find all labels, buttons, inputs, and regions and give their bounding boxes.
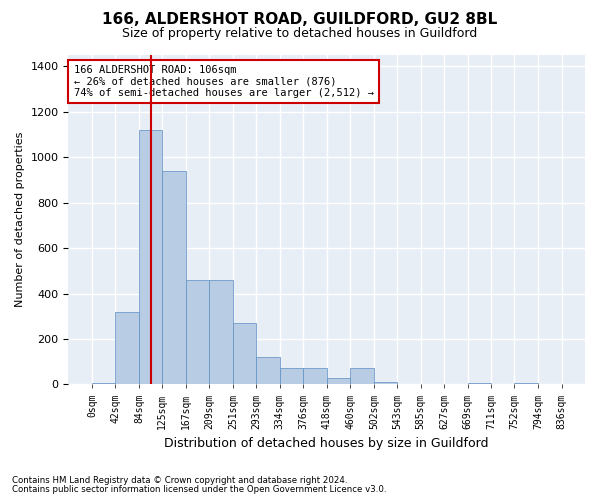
Text: Contains HM Land Registry data © Crown copyright and database right 2024.: Contains HM Land Registry data © Crown c… [12, 476, 347, 485]
Bar [209, 280, 233, 384]
Bar [327, 378, 350, 384]
Bar [350, 368, 374, 384]
Bar [280, 368, 303, 384]
Text: Contains public sector information licensed under the Open Government Licence v3: Contains public sector information licen… [12, 485, 386, 494]
Bar [303, 368, 327, 384]
Bar [256, 357, 280, 384]
Bar [185, 280, 209, 384]
Y-axis label: Number of detached properties: Number of detached properties [15, 132, 25, 308]
Text: 166 ALDERSHOT ROAD: 106sqm
← 26% of detached houses are smaller (876)
74% of sem: 166 ALDERSHOT ROAD: 106sqm ← 26% of deta… [74, 65, 374, 98]
Bar [139, 130, 162, 384]
Bar [374, 382, 397, 384]
Bar [233, 323, 256, 384]
X-axis label: Distribution of detached houses by size in Guildford: Distribution of detached houses by size … [164, 437, 489, 450]
Bar [115, 312, 139, 384]
Text: 166, ALDERSHOT ROAD, GUILDFORD, GU2 8BL: 166, ALDERSHOT ROAD, GUILDFORD, GU2 8BL [103, 12, 497, 28]
Text: Size of property relative to detached houses in Guildford: Size of property relative to detached ho… [122, 28, 478, 40]
Bar [162, 171, 185, 384]
